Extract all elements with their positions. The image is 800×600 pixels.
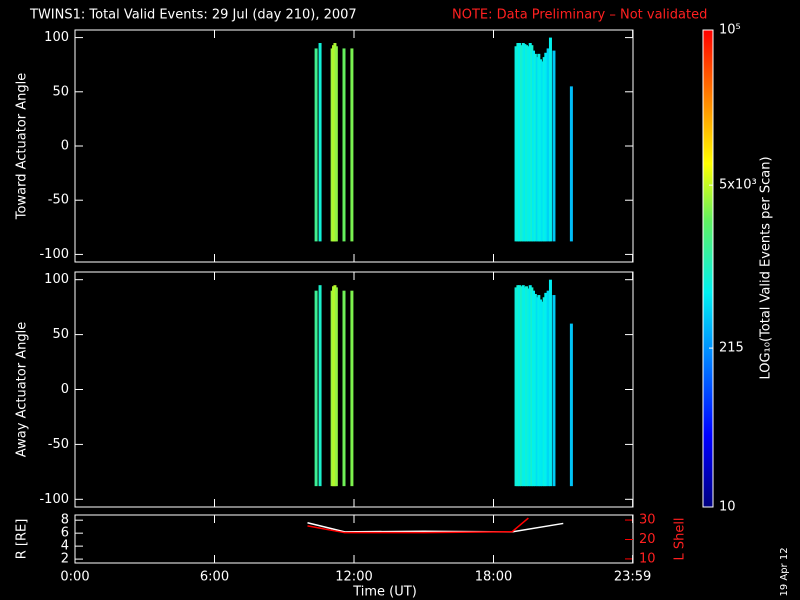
y2-tick-label: 20 bbox=[639, 532, 656, 547]
stripe bbox=[518, 43, 522, 242]
stripe bbox=[318, 285, 322, 487]
stripe bbox=[533, 53, 537, 242]
stripe bbox=[544, 292, 548, 487]
y-tick-label: -100 bbox=[39, 492, 69, 507]
line bbox=[307, 517, 529, 534]
stripe bbox=[546, 290, 550, 487]
stripe bbox=[569, 86, 573, 242]
stripe bbox=[525, 45, 529, 242]
stripe bbox=[519, 286, 523, 487]
y-tick-label: -100 bbox=[39, 247, 69, 262]
x-tick-label: 6:00 bbox=[200, 570, 229, 585]
stripe bbox=[530, 287, 534, 487]
y-tick-label: -50 bbox=[48, 193, 69, 208]
stripe bbox=[528, 285, 532, 487]
x-axis-label: Time (UT) bbox=[352, 585, 417, 600]
y2-tick-label: 10 bbox=[639, 551, 656, 566]
x-tick-label: 12:00 bbox=[335, 570, 372, 585]
colorbar bbox=[702, 29, 714, 508]
stripe bbox=[537, 295, 541, 487]
stripe bbox=[516, 43, 520, 242]
stripe bbox=[542, 57, 546, 242]
y-axis-label: R [RE] bbox=[15, 519, 30, 560]
y-tick-label: 100 bbox=[44, 30, 69, 45]
y-axis-label: Away Actuator Angle bbox=[15, 322, 30, 457]
stripe bbox=[516, 285, 520, 487]
stripe bbox=[528, 43, 532, 242]
stripe bbox=[334, 287, 338, 487]
x-tick-label: 0:00 bbox=[60, 570, 89, 585]
stripe bbox=[314, 48, 318, 242]
x-tick-label: 18:00 bbox=[475, 570, 512, 585]
colorbar-tick-label: 215 bbox=[719, 341, 744, 356]
y-tick-label: -50 bbox=[48, 437, 69, 452]
date-stamp: 19 Apr 12 bbox=[779, 547, 790, 596]
stripe bbox=[540, 61, 544, 242]
stripe bbox=[525, 286, 529, 487]
stripe bbox=[526, 46, 530, 242]
stripe bbox=[521, 285, 525, 487]
stripe bbox=[569, 323, 573, 487]
stripe bbox=[535, 57, 539, 242]
stripe bbox=[334, 46, 338, 242]
y-tick-label: 50 bbox=[52, 84, 69, 99]
stripe bbox=[514, 287, 518, 487]
colorbar-tick-label: 10 bbox=[719, 500, 736, 515]
stripe bbox=[519, 45, 523, 242]
stripe bbox=[350, 290, 354, 487]
stripe bbox=[523, 44, 527, 242]
y-tick-label: 50 bbox=[52, 327, 69, 342]
stripe bbox=[314, 290, 318, 487]
stripe bbox=[533, 293, 537, 487]
stripe bbox=[552, 50, 556, 242]
stripe bbox=[531, 50, 535, 242]
stripe bbox=[544, 52, 548, 242]
stripe bbox=[546, 48, 550, 242]
stripe bbox=[538, 59, 542, 242]
y-tick-label: 0 bbox=[61, 382, 69, 397]
stripe bbox=[514, 46, 518, 242]
y-tick-label: 100 bbox=[44, 272, 69, 287]
stripe bbox=[531, 290, 535, 487]
colorbar-tick-label: 5x10³ bbox=[719, 178, 757, 193]
stripe bbox=[342, 290, 346, 487]
stripe bbox=[548, 279, 552, 487]
note: NOTE: Data Preliminary – Not validated bbox=[452, 8, 707, 23]
stripe bbox=[535, 297, 539, 487]
y-tick-label: 2 bbox=[61, 552, 69, 567]
stripe bbox=[526, 288, 530, 487]
stripe bbox=[548, 37, 552, 242]
colorbar-label: LOG₁₀(Total Valid Events per Scan) bbox=[759, 156, 774, 379]
stripe bbox=[530, 45, 534, 242]
y2-axis-label: L Shell bbox=[673, 517, 688, 560]
stripe bbox=[318, 43, 322, 242]
stripe bbox=[537, 53, 541, 242]
stripe bbox=[521, 43, 525, 242]
y2-tick-label: 30 bbox=[639, 513, 656, 528]
x-tick-label: 23:59 bbox=[614, 570, 651, 585]
stripe bbox=[350, 48, 354, 242]
y-tick-label: 6 bbox=[61, 526, 69, 541]
chart-title: TWINS1: Total Valid Events: 29 Jul (day … bbox=[29, 8, 357, 23]
y-tick-label: 0 bbox=[61, 139, 69, 154]
y-tick-label: 4 bbox=[61, 539, 69, 554]
y-axis-label: Toward Actuator Angle bbox=[15, 73, 30, 220]
stripe bbox=[342, 48, 346, 242]
line bbox=[307, 522, 564, 533]
stripe bbox=[552, 295, 556, 487]
colorbar-tick-label: 10⁵ bbox=[719, 23, 741, 38]
stripe bbox=[538, 299, 542, 487]
y-tick-label: 8 bbox=[61, 513, 69, 528]
stripe bbox=[518, 285, 522, 487]
stripe bbox=[542, 297, 546, 487]
stripe bbox=[523, 287, 527, 487]
stripe bbox=[540, 301, 544, 487]
